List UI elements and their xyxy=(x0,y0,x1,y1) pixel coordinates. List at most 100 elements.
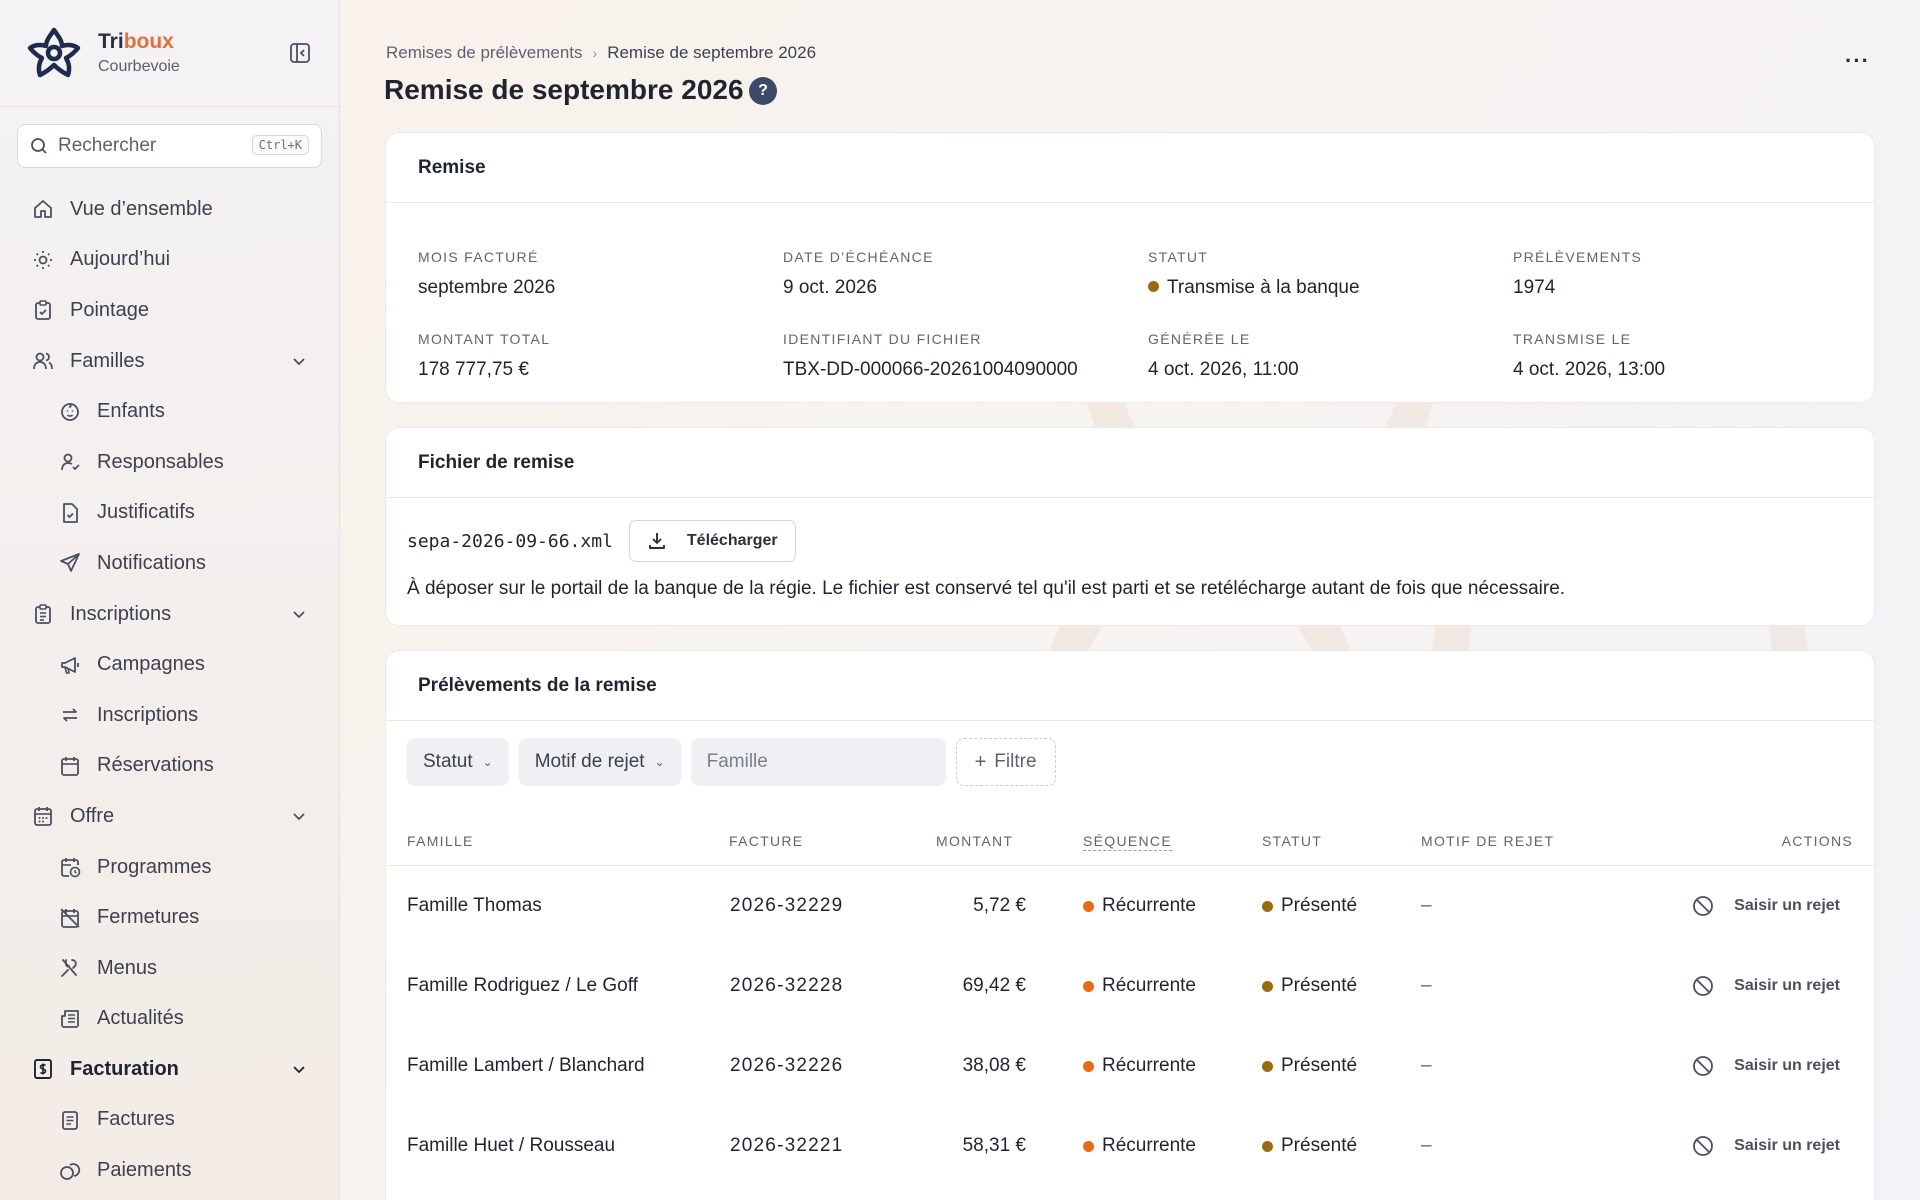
statut-filter-label: Statut xyxy=(423,751,473,772)
sidebar-item-aujourdhui[interactable]: Aujourd’hui xyxy=(0,235,339,286)
transmise-le-field: TRANSMISE LE 4 oct. 2026, 13:00 xyxy=(1513,331,1665,381)
cell-famille: Famille Huet / Rousseau xyxy=(407,1135,616,1156)
cell-motif: – xyxy=(1421,975,1432,996)
sidebar-item-label: Enfants xyxy=(97,400,165,423)
cell-facture[interactable]: 2026-32228 xyxy=(730,975,844,996)
sidebar-item-justificatifs[interactable]: Justificatifs xyxy=(0,488,339,539)
col-facture[interactable]: FACTURE xyxy=(729,833,804,849)
saisir-rejet-button[interactable]: Saisir un rejet xyxy=(1692,946,1840,1026)
table-row[interactable]: Famille Huet / Rousseau 2026-32221 58,31… xyxy=(386,1106,1874,1186)
receipt-icon xyxy=(34,1059,52,1080)
file-check-icon xyxy=(63,502,78,523)
sidebar-item-vue-ensemble[interactable]: Vue d’ensemble xyxy=(0,184,339,235)
table-row[interactable]: Famille Rodriguez / Le Goff 2026-32228 6… xyxy=(386,946,1874,1026)
montant-total-label: MONTANT TOTAL xyxy=(418,331,551,347)
remise-card-title: Remise xyxy=(386,133,1874,203)
saisir-rejet-button[interactable]: Saisir un rejet xyxy=(1692,1106,1840,1186)
sequence-dot xyxy=(1083,980,1094,992)
sidebar-item-pointage[interactable]: Pointage xyxy=(0,285,339,336)
cell-statut: Présenté xyxy=(1262,1026,1357,1106)
calendar-clock-icon xyxy=(61,858,81,878)
sidebar-item-factures[interactable]: Factures xyxy=(0,1095,339,1146)
statut-field: STATUT Transmise à la banque xyxy=(1148,249,1360,299)
page-title: Remise de septembre 2026 xyxy=(384,74,744,105)
sidebar-item-facturation[interactable]: Facturation xyxy=(0,1044,339,1095)
clipboard-check-icon xyxy=(35,300,51,321)
statut-dot xyxy=(1262,980,1273,992)
file-name: sepa-2026-09-66.xml xyxy=(407,530,613,552)
cell-facture[interactable]: 2026-32226 xyxy=(730,1055,844,1076)
cell-motif: – xyxy=(1421,1135,1432,1156)
sidebar-item-fermetures[interactable]: Fermetures xyxy=(0,892,339,943)
sidebar-item-paiements[interactable]: Paiements xyxy=(0,1145,339,1196)
breadcrumb-parent-link[interactable]: Remises de prélèvements xyxy=(386,43,583,62)
calendar-grid-icon xyxy=(34,807,52,827)
sidebar-item-offre[interactable]: Offre xyxy=(0,791,339,842)
fichier-card: Fichier de remise sepa-2026-09-66.xml Té… xyxy=(385,427,1875,626)
download-button[interactable]: Télécharger xyxy=(628,520,796,562)
table-row[interactable]: Famille Lambert / Blanchard 2026-32226 3… xyxy=(386,1026,1874,1106)
sidebar-item-actualites[interactable]: Actualités xyxy=(0,994,339,1045)
sidebar-item-label: Facturation xyxy=(70,1057,179,1080)
sidebar-item-label: Pointage xyxy=(70,298,149,321)
sidebar-item-label: Aujourd’hui xyxy=(70,248,171,271)
col-sequence[interactable]: SÉQUENCE xyxy=(1083,833,1172,851)
add-filter-label: Filtre xyxy=(994,751,1037,772)
saisir-rejet-label: Saisir un rejet xyxy=(1734,977,1840,994)
cell-montant: 69,42 € xyxy=(962,975,1026,996)
search-shortcut: Ctrl+K xyxy=(251,135,309,155)
statut-text: Présenté xyxy=(1281,1135,1358,1156)
prelevements-field: PRÉLÈVEMENTS 1974 xyxy=(1513,249,1642,299)
sidebar-item-campagnes[interactable]: Campagnes xyxy=(0,639,339,690)
utensils-icon xyxy=(61,959,77,978)
sidebar-item-menus[interactable]: Menus xyxy=(0,943,339,994)
sidebar-item-label: Réservations xyxy=(97,754,214,777)
sidebar-item-reservations[interactable]: Réservations xyxy=(0,741,339,792)
ban-icon xyxy=(1693,976,1714,996)
date-echeance-value: 9 oct. 2026 xyxy=(783,277,878,298)
saisir-rejet-button[interactable]: Saisir un rejet xyxy=(1692,1026,1840,1106)
sidebar-item-responsables[interactable]: Responsables xyxy=(0,437,339,488)
ban-icon xyxy=(1693,896,1714,916)
col-motif[interactable]: MOTIF DE REJET xyxy=(1421,833,1555,849)
sequence-text: Récurrente xyxy=(1102,1135,1196,1156)
sidebar-item-inscriptions[interactable]: Inscriptions xyxy=(0,690,339,741)
cell-facture[interactable]: 2026-32229 xyxy=(730,895,844,916)
statut-filter[interactable]: Statut ⌄ xyxy=(407,738,509,786)
sequence-dot xyxy=(1083,1060,1094,1072)
home-icon xyxy=(34,200,52,219)
add-filter-button[interactable]: + Filtre xyxy=(955,738,1056,786)
chevron-down-icon xyxy=(293,611,305,619)
cell-facture[interactable]: 2026-32221 xyxy=(730,1135,844,1156)
famille-filter-input[interactable] xyxy=(690,738,946,786)
sequence-text: Récurrente xyxy=(1102,1055,1196,1076)
col-statut[interactable]: STATUT xyxy=(1262,833,1323,849)
col-montant[interactable]: MONTANT xyxy=(936,833,1014,849)
sidebar-item-inscriptions-group[interactable]: Inscriptions xyxy=(0,589,339,640)
statut-label: STATUT xyxy=(1148,249,1209,265)
search-icon xyxy=(31,138,47,154)
prelevements-card-title: Prélèvements de la remise xyxy=(386,651,1874,721)
sidebar-item-enfants[interactable]: Enfants xyxy=(0,386,339,437)
cell-famille: Famille Thomas xyxy=(407,895,542,916)
table-row[interactable]: Famille Thomas 2026-32229 5,72 € Récurre… xyxy=(386,866,1874,946)
status-dot xyxy=(1148,281,1159,292)
file-row: sepa-2026-09-66.xml Télécharger xyxy=(407,520,796,562)
motif-filter[interactable]: Motif de rejet ⌄ xyxy=(518,738,681,786)
col-famille[interactable]: FAMILLE xyxy=(407,833,474,849)
sidebar-item-familles[interactable]: Familles xyxy=(0,336,339,387)
brand-city: Courbevoie xyxy=(98,58,180,75)
brand-name: Triboux xyxy=(98,30,174,53)
filter-bar: Statut ⌄ Motif de rejet ⌄ + Filtre xyxy=(407,738,1056,786)
sidebar-item-label: Actualités xyxy=(97,1007,184,1030)
sidebar-item-programmes[interactable]: Programmes xyxy=(0,842,339,893)
identifiant-fichier-field: IDENTIFIANT DU FICHIER TBX-DD-000066-202… xyxy=(783,331,1078,381)
prelevements-label: PRÉLÈVEMENTS xyxy=(1513,249,1643,265)
saisir-rejet-label: Saisir un rejet xyxy=(1734,1057,1840,1074)
more-options-button[interactable]: ··· xyxy=(1845,48,1870,73)
sidebar-collapse-icon[interactable] xyxy=(289,42,311,64)
saisir-rejet-button[interactable]: Saisir un rejet xyxy=(1692,866,1840,946)
search-input[interactable]: Rechercher Ctrl+K xyxy=(17,124,322,168)
sidebar-item-notifications[interactable]: Notifications xyxy=(0,538,339,589)
help-icon[interactable]: ? xyxy=(749,77,777,105)
